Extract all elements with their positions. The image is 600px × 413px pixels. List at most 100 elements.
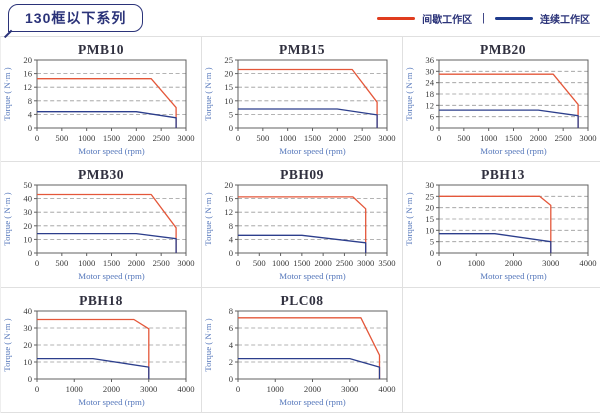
chart-title: PBH18 — [79, 292, 123, 308]
intermittent-curve — [238, 316, 381, 379]
intermittent-curve — [238, 196, 367, 254]
svg-text:2000: 2000 — [304, 384, 321, 394]
intermittent-curve — [37, 194, 177, 254]
svg-text:1500: 1500 — [293, 258, 310, 268]
svg-text:1000: 1000 — [267, 384, 284, 394]
svg-text:20: 20 — [23, 221, 32, 231]
svg-text:2000: 2000 — [315, 258, 332, 268]
svg-text:Motor speed (rpm): Motor speed (rpm) — [78, 146, 145, 156]
legend-label-intermittent: 间歇工作区 — [422, 14, 473, 26]
svg-text:Motor speed (rpm): Motor speed (rpm) — [279, 146, 346, 156]
svg-text:Motor speed (rpm): Motor speed (rpm) — [279, 271, 346, 281]
svg-text:1000: 1000 — [468, 258, 485, 268]
legend: 间歇工作区 | 连续工作区 — [377, 11, 590, 26]
svg-text:2500: 2500 — [555, 133, 572, 143]
torque-speed-chart: 0 2 4 6 8 0 1000 2000 3000 4000 Motor speed (rpm) T… — [203, 308, 396, 407]
svg-text:20: 20 — [425, 203, 434, 213]
torque-speed-chart: 0 10 20 30 40 0 1000 2000 3000 4000 Motor speed (r… — [2, 308, 195, 407]
continuous-curve — [37, 357, 150, 379]
svg-text:2000: 2000 — [505, 258, 522, 268]
svg-text:Torque ( N·m ): Torque ( N·m ) — [203, 67, 213, 120]
continuous-curve — [37, 111, 177, 128]
svg-text:1500: 1500 — [103, 133, 120, 143]
chart-title: PMB15 — [279, 42, 325, 57]
chart-cell-pmb10: PMB10 0 4 8 12 16 20 0 500 1000 1500 2000 2500 3000 M… — [1, 37, 202, 163]
svg-text:40: 40 — [23, 194, 32, 204]
svg-text:3000: 3000 — [579, 133, 596, 143]
svg-text:2500: 2500 — [153, 258, 170, 268]
svg-text:0: 0 — [28, 248, 32, 258]
svg-text:1500: 1500 — [505, 133, 522, 143]
svg-text:Motor speed (rpm): Motor speed (rpm) — [78, 271, 145, 281]
svg-text:Torque ( N·m ): Torque ( N·m ) — [2, 318, 12, 371]
intermittent-curve — [439, 195, 552, 254]
svg-text:1000: 1000 — [272, 258, 289, 268]
chart-title: PBH13 — [481, 167, 525, 183]
intermittent-curve — [37, 318, 150, 379]
chart-cell-pbh18: PBH18 0 10 20 30 40 0 1000 2000 3000 4000 Motor sp… — [1, 287, 202, 413]
svg-text:8: 8 — [229, 308, 233, 316]
svg-text:50: 50 — [23, 182, 32, 190]
continuous-curve — [238, 357, 381, 379]
svg-text:0: 0 — [28, 374, 32, 384]
svg-text:4: 4 — [28, 109, 33, 119]
continuous-curve — [238, 108, 378, 128]
svg-text:8: 8 — [28, 96, 32, 106]
svg-text:0: 0 — [28, 123, 32, 133]
continuous-curve — [37, 233, 177, 254]
continuous-curve — [238, 234, 367, 254]
chart-title: PMB10 — [78, 42, 124, 57]
svg-text:1500: 1500 — [103, 258, 120, 268]
svg-text:3000: 3000 — [341, 384, 358, 394]
intermittent-curve — [37, 78, 177, 128]
svg-text:2000: 2000 — [128, 133, 145, 143]
svg-text:Motor speed (rpm): Motor speed (rpm) — [480, 271, 547, 281]
chart-title: PMB30 — [78, 167, 124, 183]
continuous-line-icon — [495, 16, 533, 20]
svg-text:30: 30 — [23, 323, 32, 333]
svg-text:5: 5 — [430, 237, 434, 247]
svg-text:0: 0 — [430, 248, 434, 258]
svg-text:10: 10 — [425, 226, 434, 236]
svg-text:0: 0 — [229, 374, 233, 384]
svg-text:Motor speed (rpm): Motor speed (rpm) — [480, 146, 547, 156]
torque-speed-chart: 0 4 8 12 16 20 0 500 1000 1500 2000 2500 3000 3500 Mot… — [203, 182, 396, 281]
svg-text:500: 500 — [457, 133, 470, 143]
chart-cell-plc08: PLC08 0 2 4 6 8 0 1000 2000 3000 4000 Motor speed … — [202, 287, 403, 413]
svg-text:Torque ( N·m ): Torque ( N·m ) — [203, 318, 213, 371]
svg-text:0: 0 — [229, 123, 233, 133]
svg-text:30: 30 — [23, 208, 32, 218]
svg-text:2000: 2000 — [530, 133, 547, 143]
svg-text:0: 0 — [236, 384, 240, 394]
svg-text:2000: 2000 — [128, 258, 145, 268]
svg-text:1000: 1000 — [78, 133, 95, 143]
svg-text:12: 12 — [224, 208, 233, 218]
svg-text:36: 36 — [425, 57, 434, 65]
svg-text:1000: 1000 — [480, 133, 497, 143]
svg-text:3000: 3000 — [542, 258, 559, 268]
svg-text:30: 30 — [425, 66, 434, 76]
svg-text:25: 25 — [425, 192, 434, 202]
svg-text:20: 20 — [224, 69, 233, 79]
svg-text:Motor speed (rpm): Motor speed (rpm) — [78, 397, 145, 407]
svg-text:5: 5 — [229, 109, 233, 119]
chart-cell-pmb30: PMB30 0 10 20 30 40 50 0 500 1000 1500 2000 2500 300… — [1, 162, 202, 288]
svg-text:10: 10 — [23, 235, 32, 245]
svg-text:3000: 3000 — [140, 384, 157, 394]
svg-text:2: 2 — [229, 357, 233, 367]
svg-text:0: 0 — [236, 133, 240, 143]
chart-cell-pmb20: PMB20 0 6 12 18 24 30 36 0 500 1000 1500 2000 2500 30… — [403, 37, 600, 163]
svg-text:6: 6 — [430, 112, 435, 122]
svg-text:3000: 3000 — [177, 133, 194, 143]
svg-text:12: 12 — [425, 100, 434, 110]
svg-text:3000: 3000 — [177, 258, 194, 268]
svg-text:2500: 2500 — [336, 258, 353, 268]
chart-title: PLC08 — [280, 292, 324, 308]
svg-text:4: 4 — [229, 340, 234, 350]
empty-cell — [403, 287, 600, 413]
chart-cell-pbh09: PBH09 0 4 8 12 16 20 0 500 1000 1500 2000 2500 3000 3… — [202, 162, 403, 288]
chart-cell-pmb15: PMB15 0 5 10 15 20 25 0 500 1000 1500 2000 2500 3000… — [202, 37, 403, 163]
